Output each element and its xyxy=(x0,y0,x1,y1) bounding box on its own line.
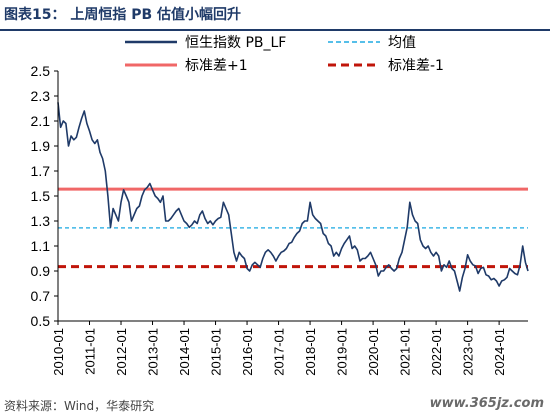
y-tick-label: 1.3 xyxy=(31,213,51,229)
legend-label-pb_line: 恒生指数 PB_LF xyxy=(185,35,286,51)
legend-label-minus1: 标准差-1 xyxy=(388,58,444,74)
y-tick-label: 0.5 xyxy=(31,313,51,329)
y-tick-label: 1.5 xyxy=(31,188,51,204)
x-tick-label: 2018-01 xyxy=(303,328,318,376)
x-tick-label: 2021-01 xyxy=(398,328,413,376)
y-tick-label: 0.7 xyxy=(31,288,51,304)
legend-label-plus1: 标准差+1 xyxy=(185,58,248,74)
y-tick-label: 1.9 xyxy=(31,138,51,154)
y-tick-label: 1.7 xyxy=(31,163,51,179)
y-tick-label: 2.3 xyxy=(31,88,51,104)
x-tick-label: 2016-01 xyxy=(240,328,255,376)
x-tick-label: 2024-01 xyxy=(492,328,507,376)
legend-label-mean: 均值 xyxy=(388,35,416,51)
x-tick-label: 2019-01 xyxy=(335,328,350,376)
x-tick-label: 2014-01 xyxy=(177,328,192,376)
x-tick-label: 2017-01 xyxy=(272,328,287,376)
x-tick-label: 2020-01 xyxy=(366,328,381,376)
x-tick-label: 2022-01 xyxy=(429,328,444,376)
x-tick-label: 2011-01 xyxy=(83,328,98,375)
watermark-text: www.365jz.com xyxy=(429,396,544,411)
series-line-pb-lf xyxy=(57,102,529,292)
x-tick-label: 2015-01 xyxy=(209,328,224,376)
x-tick-label: 2012-01 xyxy=(114,328,129,376)
title-underline xyxy=(0,29,550,31)
x-tick-label: 2010-01 xyxy=(51,328,66,376)
axes: 2.5 2.3 2.1 1.9 1.7 1.5 1.3 1.1 0.9 0.7 0.52010-01… xyxy=(31,63,528,376)
plot-area xyxy=(57,102,529,292)
source-note: 资料来源：Wind，华泰研究 xyxy=(4,399,155,413)
y-tick-label: 2.1 xyxy=(31,113,51,129)
y-tick-label: 2.5 xyxy=(31,63,51,79)
chart-title: 图表15： 上周恒指 PB 估值小幅回升 xyxy=(4,7,242,23)
y-tick-label: 1.1 xyxy=(31,238,51,254)
x-tick-label: 2023-01 xyxy=(461,328,476,376)
y-tick-label: 0.9 xyxy=(31,263,51,279)
x-tick-label: 2013-01 xyxy=(146,328,161,376)
